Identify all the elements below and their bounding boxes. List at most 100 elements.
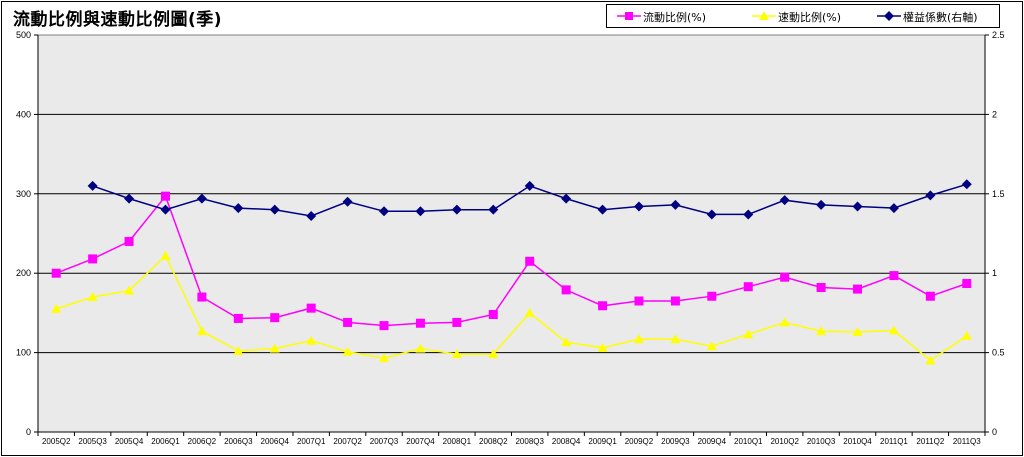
data-point-square [306,303,316,313]
data-point-triangle [561,337,572,347]
data-point-square [525,256,535,266]
legend-label-quick-ratio: 速動比例(%) [778,11,842,24]
x-tick-label: 2009Q3 [661,437,690,446]
chart-title: 流動比例與速動比例圖(季) [13,10,223,30]
legend-marker-diamond-icon [877,11,901,21]
data-point-square [743,282,753,292]
data-point-square [197,292,207,302]
x-tick-label: 2007Q2 [333,437,362,446]
data-point-square [816,282,826,292]
data-point-triangle [816,326,827,336]
x-tick-label: 2010Q1 [734,437,763,446]
data-point-diamond [706,209,717,220]
x-tick-label: 2006Q1 [151,437,180,446]
data-point-square [962,279,972,289]
data-point-square [124,236,134,246]
data-point-triangle [743,329,754,339]
x-axis: 2005Q2 2005Q3 2005Q4 2006Q1 2006Q2 2006Q3 2006… [37,431,986,446]
data-point-square [488,309,498,319]
data-point-square [634,296,644,306]
data-point-triangle [925,355,936,365]
data-point-triangle [379,353,390,363]
data-point-triangle [233,346,244,356]
data-point-square [780,272,790,282]
x-tick-label: 2011Q1 [880,437,908,446]
right-axis: 0 0.5 1 1.5 2 2.5 [984,30,1005,437]
x-tick-label: 2008Q3 [515,437,544,446]
x-tick-label: 2006Q4 [261,437,290,446]
x-tick-label: 2008Q4 [552,437,581,446]
data-point-triangle [633,334,644,344]
legend-item-current-ratio: 流動比例(%) [607,5,742,27]
right-tick-label: 1 [992,268,997,278]
data-point-diamond [451,204,462,215]
data-point-diamond [597,204,608,215]
series-line [55,254,968,362]
data-point-triangle [269,343,280,353]
data-point-square [233,313,243,323]
x-tick-label: 2007Q1 [297,437,326,446]
series-1 [51,250,972,365]
data-point-diamond [415,206,426,217]
data-point-triangle [706,341,717,351]
x-tick-label: 2011Q3 [953,437,981,446]
data-point-square [343,317,353,327]
data-point-square [452,317,462,327]
legend-label-equity-multiplier: 權益係數(右軸) [903,11,978,24]
data-point-diamond [888,203,899,214]
data-point-diamond [743,209,754,220]
data-point-triangle [670,334,681,344]
data-point-triangle [306,335,317,345]
left-tick-label: 0 [26,427,31,437]
data-point-triangle [415,343,426,353]
x-tick-label: 2009Q1 [588,437,617,446]
x-tick-label: 2009Q4 [698,437,727,446]
data-point-square [889,271,899,281]
data-point-triangle [779,317,790,327]
series-2 [87,179,972,222]
series-0 [51,191,972,331]
legend-item-equity-multiplier: 權益係數(右軸) [867,5,999,27]
left-tick-label: 200 [16,268,31,278]
x-tick-label: 2006Q2 [188,437,217,446]
x-tick-label: 2010Q2 [770,437,799,446]
left-tick-label: 400 [16,109,31,119]
data-point-diamond [379,206,390,217]
data-point-triangle [961,330,972,340]
x-tick-label: 2006Q3 [224,437,253,446]
x-tick-label: 2007Q4 [406,437,435,446]
data-point-diamond [342,196,353,207]
left-tick-label: 100 [16,348,31,358]
data-point-square [561,285,571,295]
right-tick-label: 1.5 [992,189,1005,199]
data-point-diamond [488,204,499,215]
data-point-diamond [124,193,135,204]
x-tick-label: 2011Q2 [916,437,944,446]
data-point-triangle [852,326,863,336]
right-tick-label: 2 [992,109,997,119]
left-tick-label: 500 [16,30,31,40]
x-tick-label: 2008Q1 [443,437,472,446]
data-point-triangle [342,346,353,356]
x-tick-label: 2005Q2 [42,437,71,446]
x-tick-label: 2007Q3 [370,437,399,446]
x-tick-label: 2009Q2 [625,437,654,446]
data-point-diamond [633,201,644,212]
series-layer [51,179,972,365]
right-tick-label: 2.5 [992,30,1005,40]
data-point-triangle [597,342,608,352]
data-point-square [270,313,280,323]
data-point-diamond [87,180,98,191]
data-point-triangle [488,349,499,359]
right-tick-label: 0.5 [992,348,1005,358]
data-point-diamond [306,211,317,222]
data-point-triangle [87,292,98,302]
series-line [55,194,968,327]
x-tick-label: 2010Q4 [843,437,872,446]
data-point-triangle [451,349,462,359]
data-point-diamond [925,190,936,201]
data-point-diamond [160,204,171,215]
data-point-triangle [196,326,207,336]
data-point-square [670,296,680,306]
